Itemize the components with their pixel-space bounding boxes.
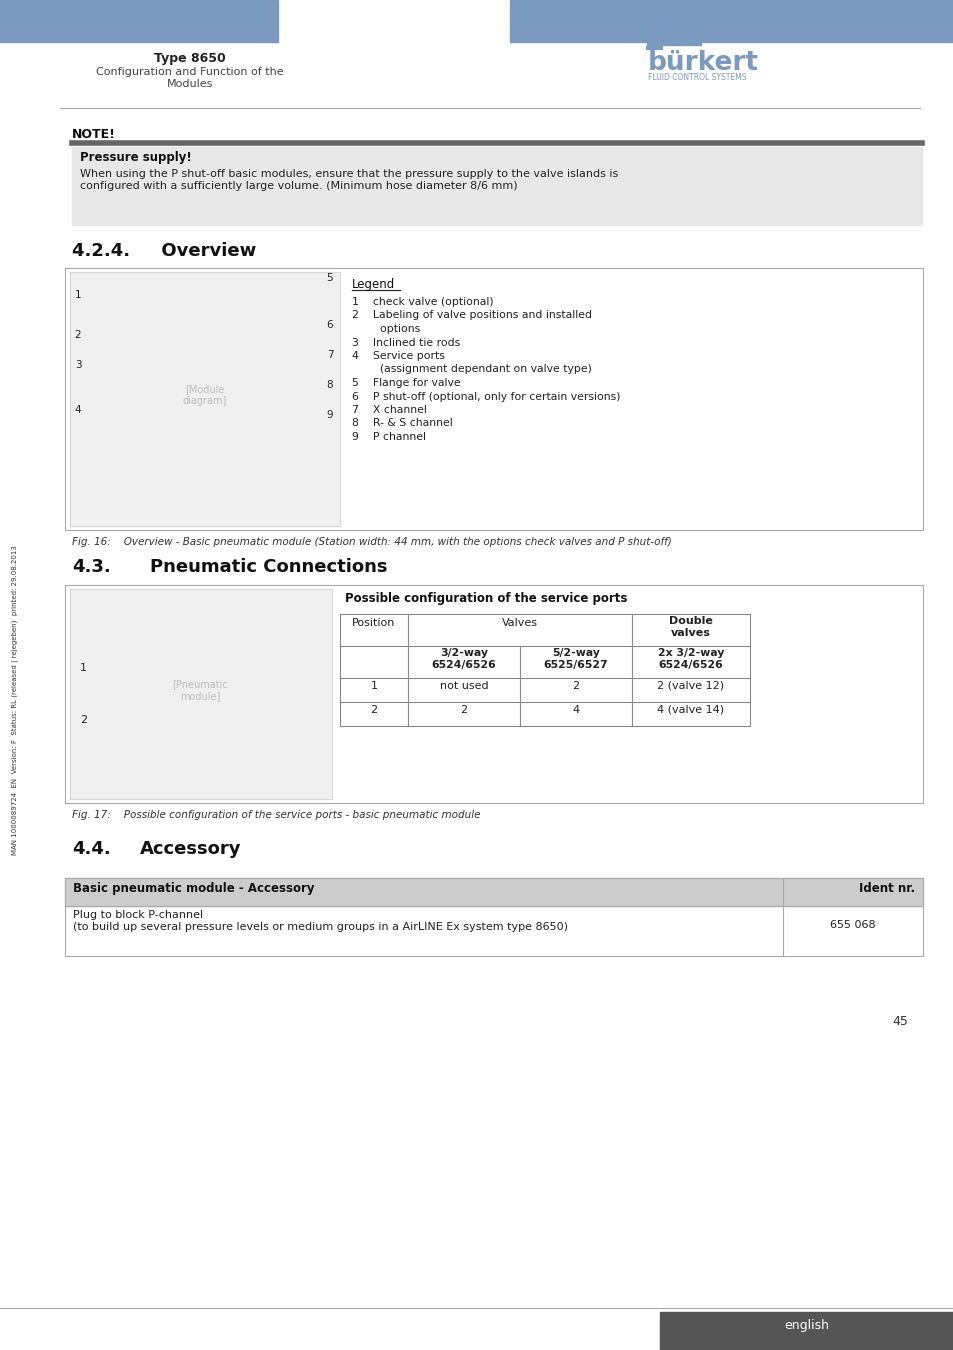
- Text: When using the P shut-off basic modules, ensure that the pressure supply to the : When using the P shut-off basic modules,…: [80, 169, 618, 190]
- Text: 4.3.: 4.3.: [71, 558, 111, 576]
- Bar: [659, 1312, 953, 1350]
- Text: 2: 2: [80, 716, 87, 725]
- Text: 2x 3/2-way
6524/6526: 2x 3/2-way 6524/6526: [658, 648, 723, 670]
- Text: 3: 3: [74, 360, 81, 370]
- Text: 2    Labeling of valve positions and installed: 2 Labeling of valve positions and instal…: [352, 310, 592, 320]
- Text: 4    Service ports: 4 Service ports: [352, 351, 444, 360]
- Text: 1: 1: [370, 680, 377, 691]
- Text: 45: 45: [891, 1015, 907, 1027]
- Text: 4.4.: 4.4.: [71, 840, 111, 859]
- Bar: [70, 271, 339, 526]
- Text: 6    P shut-off (optional, only for certain versions): 6 P shut-off (optional, only for certain…: [352, 392, 619, 401]
- Text: 5/2-way
6525/6527: 5/2-way 6525/6527: [543, 648, 608, 670]
- Text: 7    X channel: 7 X channel: [352, 405, 426, 414]
- Text: 1    check valve (optional): 1 check valve (optional): [352, 297, 493, 306]
- Text: Ident nr.: Ident nr.: [858, 882, 914, 895]
- Text: MAN 1000089724  EN  Version: F  Status: RL (released | rejegeben)  printed: 29.0: MAN 1000089724 EN Version: F Status: RL …: [12, 545, 19, 855]
- Bar: [65, 585, 923, 803]
- Text: Double
valves: Double valves: [668, 616, 712, 637]
- Text: 1: 1: [74, 290, 81, 300]
- Text: 2: 2: [74, 329, 81, 340]
- Bar: [71, 147, 921, 225]
- Text: [Pneumatic
module]: [Pneumatic module]: [172, 679, 228, 701]
- Bar: [70, 589, 332, 799]
- Text: not used: not used: [439, 680, 488, 691]
- Text: 2: 2: [460, 705, 467, 716]
- Text: 1: 1: [80, 663, 87, 674]
- Text: Pressure supply!: Pressure supply!: [80, 151, 192, 163]
- Text: Position: Position: [352, 618, 395, 628]
- Text: 8    R- & S channel: 8 R- & S channel: [352, 418, 453, 428]
- Text: 5    Flange for valve: 5 Flange for valve: [352, 378, 460, 387]
- Text: english: english: [783, 1319, 828, 1332]
- Text: Type 8650: Type 8650: [154, 53, 226, 65]
- Bar: [65, 906, 923, 956]
- Text: Configuration and Function of the
Modules: Configuration and Function of the Module…: [96, 68, 283, 89]
- Text: 7: 7: [326, 350, 333, 360]
- Text: Basic pneumatic module - Accessory: Basic pneumatic module - Accessory: [73, 882, 314, 895]
- Text: Possible configuration of the service ports: Possible configuration of the service po…: [345, 593, 627, 605]
- Text: [Module
diagram]: [Module diagram]: [183, 385, 227, 406]
- Bar: [65, 878, 923, 906]
- Text: FLUID CONTROL SYSTEMS: FLUID CONTROL SYSTEMS: [647, 73, 745, 82]
- Text: Valves: Valves: [501, 618, 537, 628]
- Text: bürkert: bürkert: [647, 50, 759, 76]
- Bar: [510, 0, 953, 42]
- Text: 6: 6: [326, 320, 333, 329]
- Text: 9    P channel: 9 P channel: [352, 432, 426, 441]
- Text: options: options: [352, 324, 420, 333]
- Text: (assignment dependant on valve type): (assignment dependant on valve type): [352, 364, 591, 374]
- Text: Fig. 17:    Possible configuration of the service ports - basic pneumatic module: Fig. 17: Possible configuration of the s…: [71, 810, 480, 819]
- Text: 5: 5: [326, 273, 333, 284]
- Text: 655 068: 655 068: [829, 919, 875, 930]
- Bar: [70, 271, 339, 526]
- Text: 4.2.4.     Overview: 4.2.4. Overview: [71, 242, 256, 261]
- Text: 9: 9: [326, 410, 333, 420]
- Text: NOTE!: NOTE!: [71, 128, 115, 140]
- Text: 8: 8: [326, 379, 333, 390]
- Text: 4: 4: [74, 405, 81, 414]
- Text: Legend: Legend: [352, 278, 395, 292]
- Text: 2: 2: [370, 705, 377, 716]
- Text: 3/2-way
6524/6526: 3/2-way 6524/6526: [431, 648, 496, 670]
- Text: (to build up several pressure levels or medium groups in a AirLINE Ex system typ: (to build up several pressure levels or …: [73, 922, 567, 931]
- Text: 4: 4: [572, 705, 579, 716]
- Text: Accessory: Accessory: [140, 840, 241, 859]
- Bar: [70, 589, 332, 799]
- Bar: [0, 0, 277, 42]
- Text: 3    Inclined tie rods: 3 Inclined tie rods: [352, 338, 459, 347]
- Text: Pneumatic Connections: Pneumatic Connections: [150, 558, 387, 576]
- Bar: [65, 269, 923, 531]
- Text: 2: 2: [572, 680, 579, 691]
- Text: Fig. 16:    Overview - Basic pneumatic module (Station width: 44 mm, with the op: Fig. 16: Overview - Basic pneumatic modu…: [71, 537, 671, 547]
- Text: Plug to block P-channel: Plug to block P-channel: [73, 910, 203, 919]
- Text: 2 (valve 12): 2 (valve 12): [657, 680, 723, 691]
- Bar: [65, 878, 923, 906]
- Text: 4 (valve 14): 4 (valve 14): [657, 705, 723, 716]
